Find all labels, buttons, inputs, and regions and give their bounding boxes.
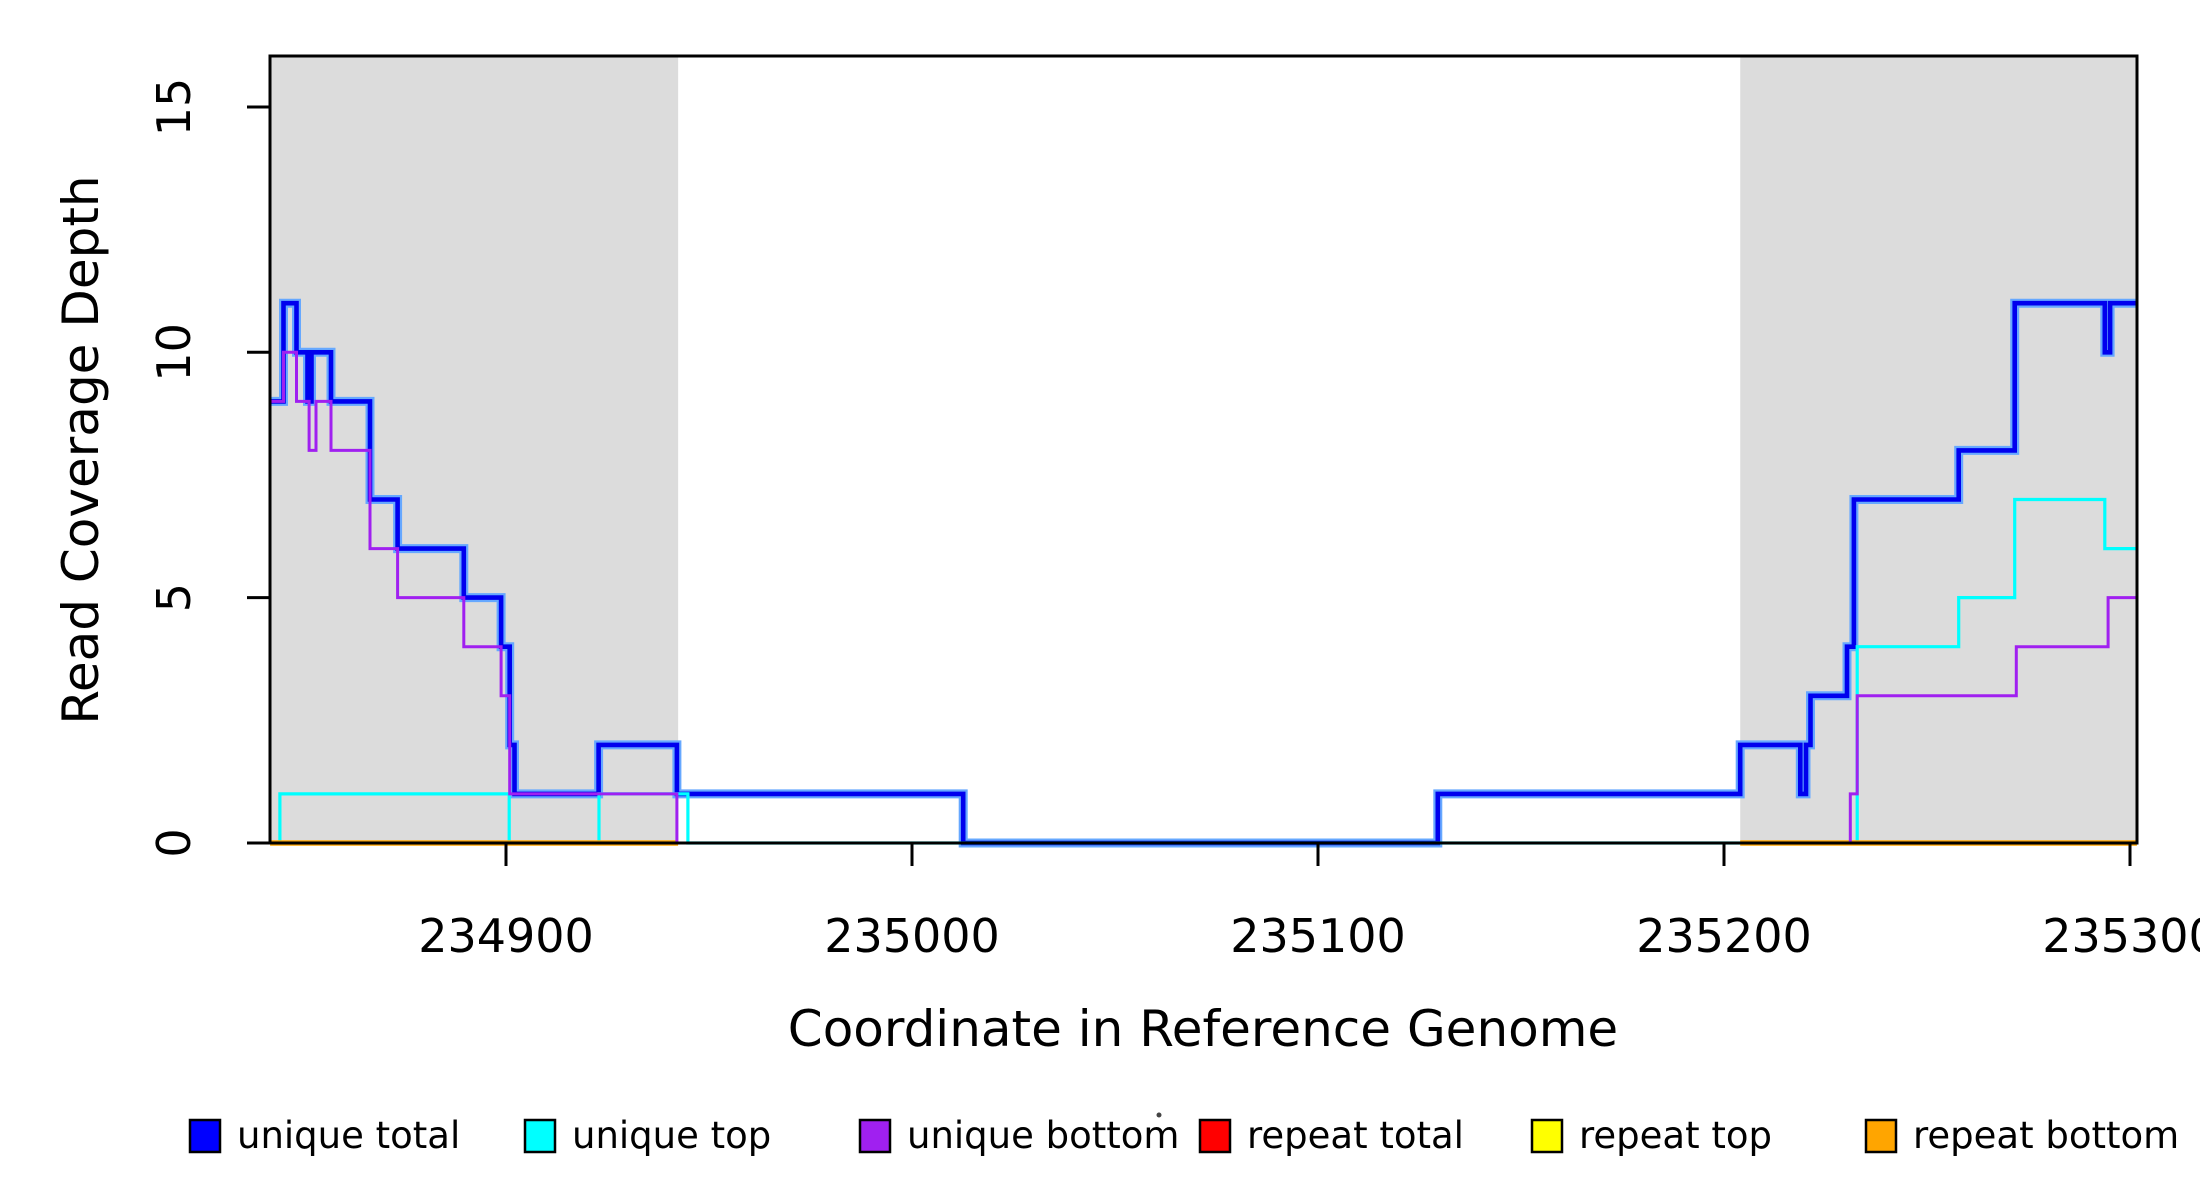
legend-label-unique-total: unique total xyxy=(237,1114,460,1157)
legend-label-repeat-top: repeat top xyxy=(1579,1114,1772,1157)
y-tick-label: 5 xyxy=(147,583,201,612)
legend-swatch-unique-bottom xyxy=(858,1118,892,1154)
x-tick-label: 235100 xyxy=(1230,909,1406,963)
legend-swatch-unique-top xyxy=(523,1118,557,1154)
x-axis-title: Coordinate in Reference Genome xyxy=(788,1000,1618,1058)
x-tick-label: 235000 xyxy=(824,909,1000,963)
legend-label-repeat-total: repeat total xyxy=(1247,1114,1464,1157)
right-repeat-region xyxy=(1740,56,2137,843)
x-tick-label: 235200 xyxy=(1636,909,1812,963)
legend-swatch-repeat-total xyxy=(1198,1118,1232,1154)
legend-label-unique-bottom: unique bottom xyxy=(907,1114,1179,1157)
legend-swatch-unique-total xyxy=(188,1118,222,1154)
legend-label-repeat-bottom: repeat bottom xyxy=(1913,1114,2179,1157)
x-tick-label: 234900 xyxy=(418,909,594,963)
y-tick-label: 10 xyxy=(147,323,201,382)
legend-label-unique-top: unique top xyxy=(572,1114,771,1157)
plot-frame xyxy=(268,54,2139,845)
y-axis-title: Read Coverage Depth xyxy=(52,175,110,724)
y-tick-label: 15 xyxy=(147,78,201,137)
y-tick-label: 0 xyxy=(147,828,201,857)
series-line-unique-total xyxy=(270,300,2137,846)
stray-dot xyxy=(1156,1112,1162,1118)
legend-swatch-repeat-top xyxy=(1530,1118,1564,1154)
series-line-unique-bottom xyxy=(270,350,2137,845)
legend-swatch-repeat-bottom xyxy=(1864,1118,1898,1154)
